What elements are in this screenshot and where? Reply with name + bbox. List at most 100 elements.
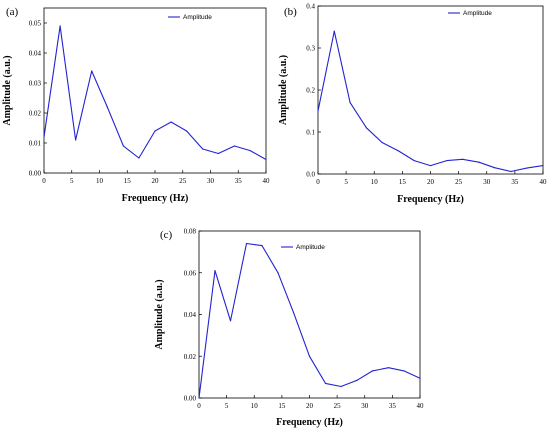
data-point — [261, 245, 263, 247]
x-tick-label: 35 — [511, 178, 519, 186]
panel-c: (c) 0 5 10 15 20 25 30 35 40 0.00 0.02 0.04 0.06 0.08 F… — [154, 228, 424, 429]
y-tick-label: 0.03 — [29, 80, 42, 88]
data-point — [356, 379, 358, 381]
legend-label: Amplitude — [296, 244, 325, 251]
data-point — [170, 121, 172, 123]
data-point — [510, 170, 512, 173]
x-tick-label: 25 — [455, 178, 463, 186]
series-line — [198, 242, 421, 399]
x-tick-label: 10 — [371, 178, 379, 186]
x-tick-label: 5 — [70, 177, 74, 185]
y-tick-label: 0.1 — [306, 129, 315, 137]
data-point — [419, 377, 421, 379]
y-tick-label: 0.08 — [184, 228, 197, 236]
data-point — [387, 367, 390, 369]
data-point — [333, 30, 335, 32]
data-point — [122, 145, 124, 147]
data-point — [59, 25, 61, 27]
x-tick-label: 20 — [152, 177, 160, 185]
y-tick-label: 0.01 — [29, 140, 42, 148]
y-tick-label: 0.04 — [29, 50, 42, 58]
x-tick-label: 40 — [417, 402, 425, 410]
data-point — [381, 141, 383, 144]
panel-a: (a) 0 5 10 15 20 25 30 35 40 0.00 0.01 0.02 0.03 0.04 0… — [2, 6, 270, 204]
y-tick-label: 0.06 — [184, 269, 197, 277]
x-tick-label: 15 — [278, 402, 286, 410]
data-point — [349, 102, 351, 104]
x-tick-label: 0 — [316, 178, 320, 186]
data-point — [317, 110, 319, 112]
data-point — [249, 149, 251, 152]
series-line — [317, 30, 544, 173]
data-point — [397, 150, 400, 152]
data-point — [138, 157, 140, 159]
data-point — [154, 130, 156, 132]
data-point — [245, 242, 248, 245]
data-point — [214, 270, 216, 272]
data-point — [494, 167, 496, 169]
y-tick-label: 0.04 — [184, 311, 197, 319]
x-tick-label: 15 — [399, 178, 407, 186]
panel-label: (a) — [6, 6, 19, 18]
x-tick-label: 5 — [225, 402, 229, 410]
data-point — [478, 161, 480, 163]
plot-frame — [317, 5, 544, 175]
x-tick-label: 20 — [427, 178, 435, 186]
data-point — [265, 158, 267, 161]
data-point — [429, 165, 432, 167]
x-tick-label: 30 — [361, 402, 369, 410]
x-tick-label: 35 — [235, 177, 243, 185]
data-point — [186, 130, 188, 132]
series-line — [43, 25, 267, 160]
data-point — [198, 397, 200, 399]
data-point — [446, 159, 448, 162]
y-tick-label: 0.0 — [306, 171, 315, 179]
data-point — [43, 136, 45, 138]
panel-b: (b) 0 5 10 15 20 25 30 35 40 0.0 0.1 0.2 0.3 0.4 Freque… — [278, 3, 547, 206]
data-point — [365, 127, 367, 129]
y-tick-label: 0.4 — [306, 3, 315, 11]
data-point — [229, 320, 232, 322]
y-tick-label: 0.00 — [29, 170, 42, 178]
panel-label: (c) — [160, 229, 173, 241]
y-tick-label: 0.2 — [306, 87, 315, 95]
y-axis-title: Amplitude (a.u.) — [278, 55, 289, 125]
data-point — [371, 370, 374, 372]
data-point — [106, 106, 108, 108]
legend-label: Amplitude — [183, 14, 212, 21]
legend-label: Amplitude — [463, 10, 492, 17]
panel-label: (b) — [284, 6, 297, 18]
x-tick-label: 0 — [197, 402, 201, 410]
x-tick-label: 35 — [389, 402, 397, 410]
data-point — [324, 382, 327, 384]
x-tick-label: 25 — [179, 177, 187, 185]
data-point — [542, 165, 544, 167]
x-tick-label: 40 — [263, 177, 271, 185]
plot-frame — [43, 7, 267, 174]
data-point — [461, 158, 464, 160]
x-axis-title: Frequency (Hz) — [397, 194, 464, 205]
y-axis-title: Amplitude (a.u.) — [2, 55, 13, 125]
data-point — [233, 145, 235, 147]
x-tick-label: 0 — [42, 177, 46, 185]
x-tick-label: 30 — [207, 177, 215, 185]
data-point — [277, 272, 279, 274]
y-tick-label: 0.3 — [306, 45, 315, 53]
y-tick-label: 0.00 — [184, 395, 197, 403]
x-tick-label: 20 — [306, 402, 314, 410]
x-axis-title: Frequency (Hz) — [122, 193, 189, 204]
data-point — [91, 70, 93, 72]
y-tick-label: 0.02 — [184, 353, 197, 361]
data-point — [75, 139, 77, 141]
data-point — [202, 148, 204, 150]
data-point — [292, 311, 295, 314]
x-tick-label: 10 — [251, 402, 259, 410]
y-tick-label: 0.05 — [29, 20, 42, 28]
data-point — [403, 370, 405, 372]
x-tick-label: 25 — [334, 402, 342, 410]
data-point — [340, 385, 342, 388]
data-point — [526, 167, 528, 169]
x-axis-title: Frequency (Hz) — [276, 417, 343, 428]
y-tick-label: 0.02 — [29, 110, 42, 118]
